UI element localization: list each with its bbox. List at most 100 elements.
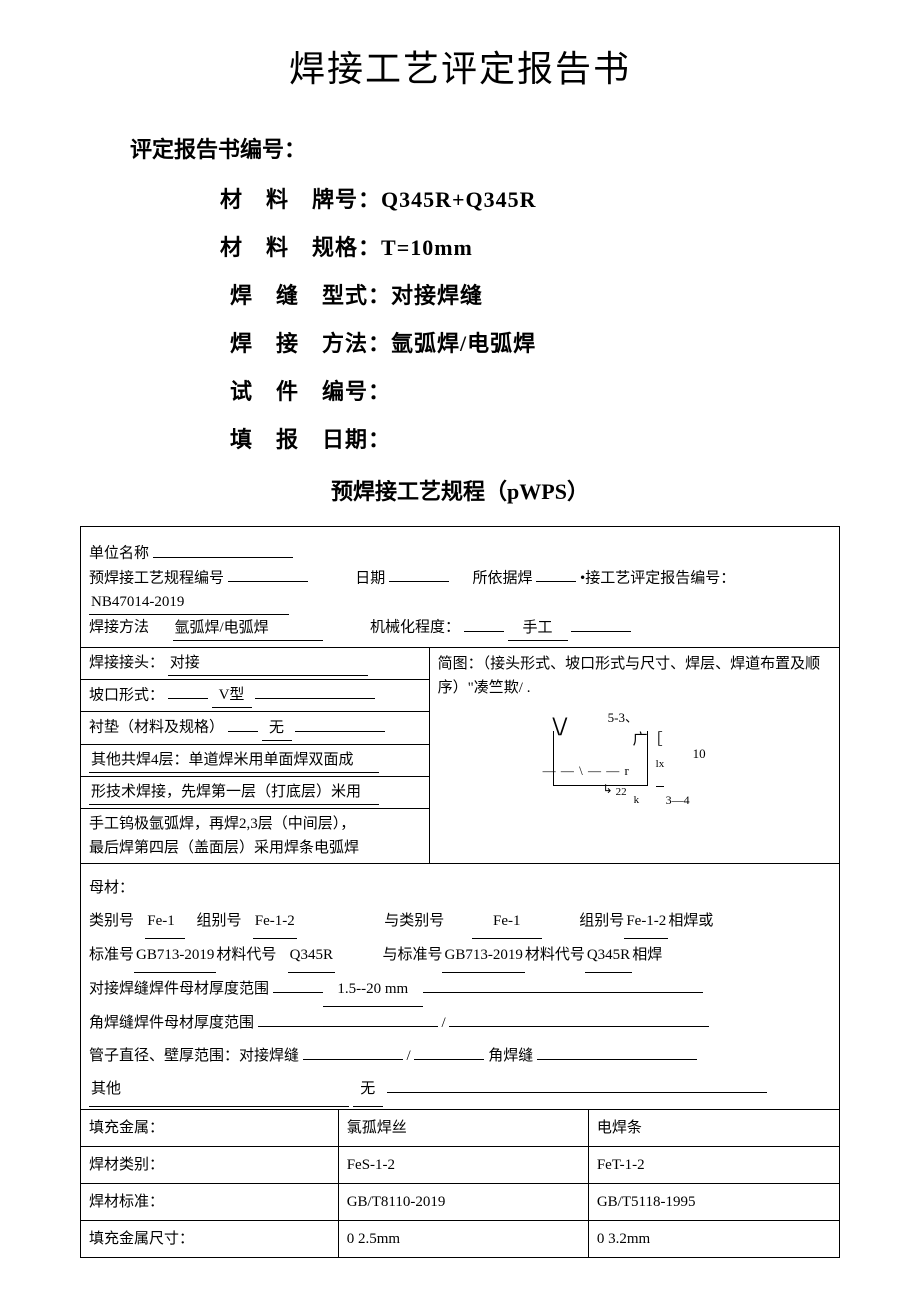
mat-code-value: Q345R (288, 939, 335, 973)
std-value: GB713-2019 (134, 939, 216, 973)
standard-row: NB47014-2019 (89, 590, 831, 615)
base-metal-section: 母材： 类别号 Fe-1 组别号 Fe-1-2 与类别号 Fe-1 组别号Fe-… (81, 864, 839, 1110)
with-mat-value: Q345R (585, 939, 632, 973)
filler-col3-0: 电焊条 (589, 1110, 839, 1146)
diagram-label-22: 22 (616, 784, 627, 802)
filler-col2-0: 氯孤焊丝 (339, 1110, 589, 1146)
material-spec-label: 材 料 规格： (220, 230, 381, 262)
other-row2: 形技术焊接，先焊第一层（打底层）米用 (81, 777, 429, 809)
weld-type-value: 对接焊缝 (391, 283, 483, 308)
pipe-blank1 (303, 1043, 403, 1060)
with-mat-label: 材料代号 (525, 947, 585, 963)
pipe-blank3 (537, 1043, 697, 1060)
filler-label-0: 填充金属： (81, 1110, 339, 1146)
with-mat-suffix: 相焊 (632, 947, 662, 963)
pipe-fillet-label: 角焊缝 (488, 1048, 533, 1064)
class-row: 类别号 Fe-1 组别号 Fe-1-2 与类别号 Fe-1 组别号Fe-1-2相… (89, 905, 831, 939)
diagram-lx: lx (656, 756, 665, 774)
filler-col3-1: FeT-1-2 (589, 1147, 839, 1183)
joint-row: 焊接接头： 对接 (81, 648, 429, 680)
other-row1: 其他共焊4层：单道焊米用单面焊双面成 (81, 745, 429, 777)
filler-row-3: 填充金属尺寸： 0 2.5mm 0 3.2mm (81, 1221, 839, 1257)
mat-code-label: 材料代号 (216, 947, 276, 963)
joint-label: 焊接接头： (89, 655, 164, 671)
diagram-label-10: 10 (693, 744, 706, 765)
butt-thick-label: 对接焊缝焊件母材厚度范围 (89, 981, 269, 997)
fillet-thick-row: 角焊缝焊件母材厚度范围 / (89, 1007, 831, 1040)
backing-blank2 (295, 715, 385, 732)
groove-blank1 (168, 683, 208, 700)
groove-row: 坡口形式： V型 (81, 680, 429, 713)
specimen-no-row: 试 件 编号： (230, 374, 840, 406)
pwps-no-blank (228, 566, 308, 583)
method-row: 焊接方法 氩弧焊/电弧焊 机械化程度： 手工 (89, 615, 831, 641)
unit-name-row: 单位名称 (89, 541, 831, 566)
filler-row-0: 填充金属： 氯孤焊丝 电焊条 (81, 1110, 839, 1147)
diagram-label-53: 5-3、 (608, 708, 638, 729)
joint-value: 对接 (168, 651, 368, 676)
base-metal-title: 母材： (89, 872, 831, 905)
base-other-label: 其他 (89, 1073, 349, 1107)
pwps-no-label: 预焊接工艺规程编号 (89, 570, 224, 586)
filler-row-2: 焊材标准： GB/T8110-2019 GB/T5118-1995 (81, 1184, 839, 1221)
std-row: 标准号GB713-2019材料代号 Q345R 与标准号GB713-2019材料… (89, 939, 831, 973)
weld-type-row: 焊 缝 型式：对接焊缝 (230, 278, 840, 310)
weld-method-form-label: 焊接方法 (89, 620, 149, 636)
butt-thick-blank2 (423, 976, 703, 993)
fillet-blank1 (258, 1010, 438, 1027)
butt-thick-value: 1.5--20 mm (323, 973, 423, 1007)
diagram-col: 简图：（接头形式、坡口形式与尺寸、焊层、焊道布置及顺序）"凑竺欺/ . \/ 5… (430, 648, 839, 863)
report-number-label: 评定报告书编号： (130, 132, 840, 164)
filler-label-2: 焊材标准： (81, 1184, 339, 1220)
groove-blank2 (255, 683, 375, 700)
backing-blank1 (228, 715, 258, 732)
joint-diagram: \/ 5-3、 广［ 10 — — \ — — r lx ↳ 22 k 3—4 (438, 706, 831, 826)
mech-value: 手工 (508, 616, 568, 641)
butt-thick-row: 对接焊缝焊件母材厚度范围 1.5--20 mm (89, 973, 831, 1007)
joint-split: 焊接接头： 对接 坡口形式： V型 衬垫（材料及规格） 无 其他共焊4层：单道焊… (81, 648, 839, 864)
class-label: 类别号 (89, 913, 134, 929)
basis-blank (536, 566, 576, 583)
standard-value: NB47014-2019 (89, 590, 289, 615)
fillet-thick-label: 角焊缝焊件母材厚度范围 (89, 1015, 254, 1031)
mech-label: 机械化程度： (370, 620, 460, 636)
with-std-value: GB713-2019 (442, 939, 524, 973)
with-class-value: Fe-1 (472, 905, 542, 939)
material-grade-value: Q345R+Q345R (381, 187, 537, 212)
unit-section: 单位名称 预焊接工艺规程编号 日期 所依据焊 •接工艺评定报告编号： NB470… (81, 527, 839, 648)
fill-date-label: 填 报 日期： (230, 422, 391, 454)
base-other-blank (387, 1076, 767, 1093)
pipe-label: 管子直径、壁厚范围：对接焊缝 (89, 1048, 299, 1064)
backing-row: 衬垫（材料及规格） 无 (81, 712, 429, 745)
group-value: Fe-1-2 (253, 905, 297, 939)
other-line1: 其他共焊4层：单道焊米用单面焊双面成 (89, 748, 379, 773)
filler-col3-3: 0 3.2mm (589, 1221, 839, 1257)
base-other-row: 其他 无 (89, 1073, 831, 1107)
other-row4: 最后焊第四层（盖面层）采用焊条电弧焊 (81, 836, 429, 863)
filler-col2-2: GB/T8110-2019 (339, 1184, 589, 1220)
basis-suffix: •接工艺评定报告编号： (580, 570, 735, 586)
other-row3: 手工钨极氩弧焊，再焊2,3层（中间层）， (81, 809, 429, 836)
basis-label: 所依据焊 (473, 570, 533, 586)
other-line4: 最后焊第四层（盖面层）采用焊条电弧焊 (89, 840, 359, 856)
butt-thick-blank1 (273, 976, 323, 993)
material-grade-label: 材 料 牌号： (220, 182, 381, 214)
fill-date-row: 填 报 日期： (230, 422, 840, 454)
base-other-value: 无 (353, 1073, 383, 1107)
unit-blank (153, 541, 293, 558)
with-std-label: 与标准号 (382, 947, 442, 963)
subtitle: 预焊接工艺规程（pWPS） (80, 474, 840, 506)
weld-method-value: 氩弧焊/电弧焊 (391, 331, 536, 356)
with-group-suffix: 相焊或 (668, 913, 713, 929)
other-line3: 手工钨极氩弧焊，再焊2,3层（中间层）， (89, 816, 355, 832)
weld-method-row: 焊 接 方法：氩弧焊/电弧焊 (230, 326, 840, 358)
pipe-blank2 (414, 1043, 484, 1060)
joint-left-col: 焊接接头： 对接 坡口形式： V型 衬垫（材料及规格） 无 其他共焊4层：单道焊… (81, 648, 430, 863)
date-blank (389, 566, 449, 583)
with-group-value: Fe-1-2 (624, 905, 668, 939)
filler-col2-3: 0 2.5mm (339, 1221, 589, 1257)
mech-blank2 (571, 615, 631, 632)
unit-label: 单位名称 (89, 546, 149, 562)
filler-label-1: 焊材类别： (81, 1147, 339, 1183)
material-grade-row: 材 料 牌号：Q345R+Q345R (220, 182, 840, 214)
